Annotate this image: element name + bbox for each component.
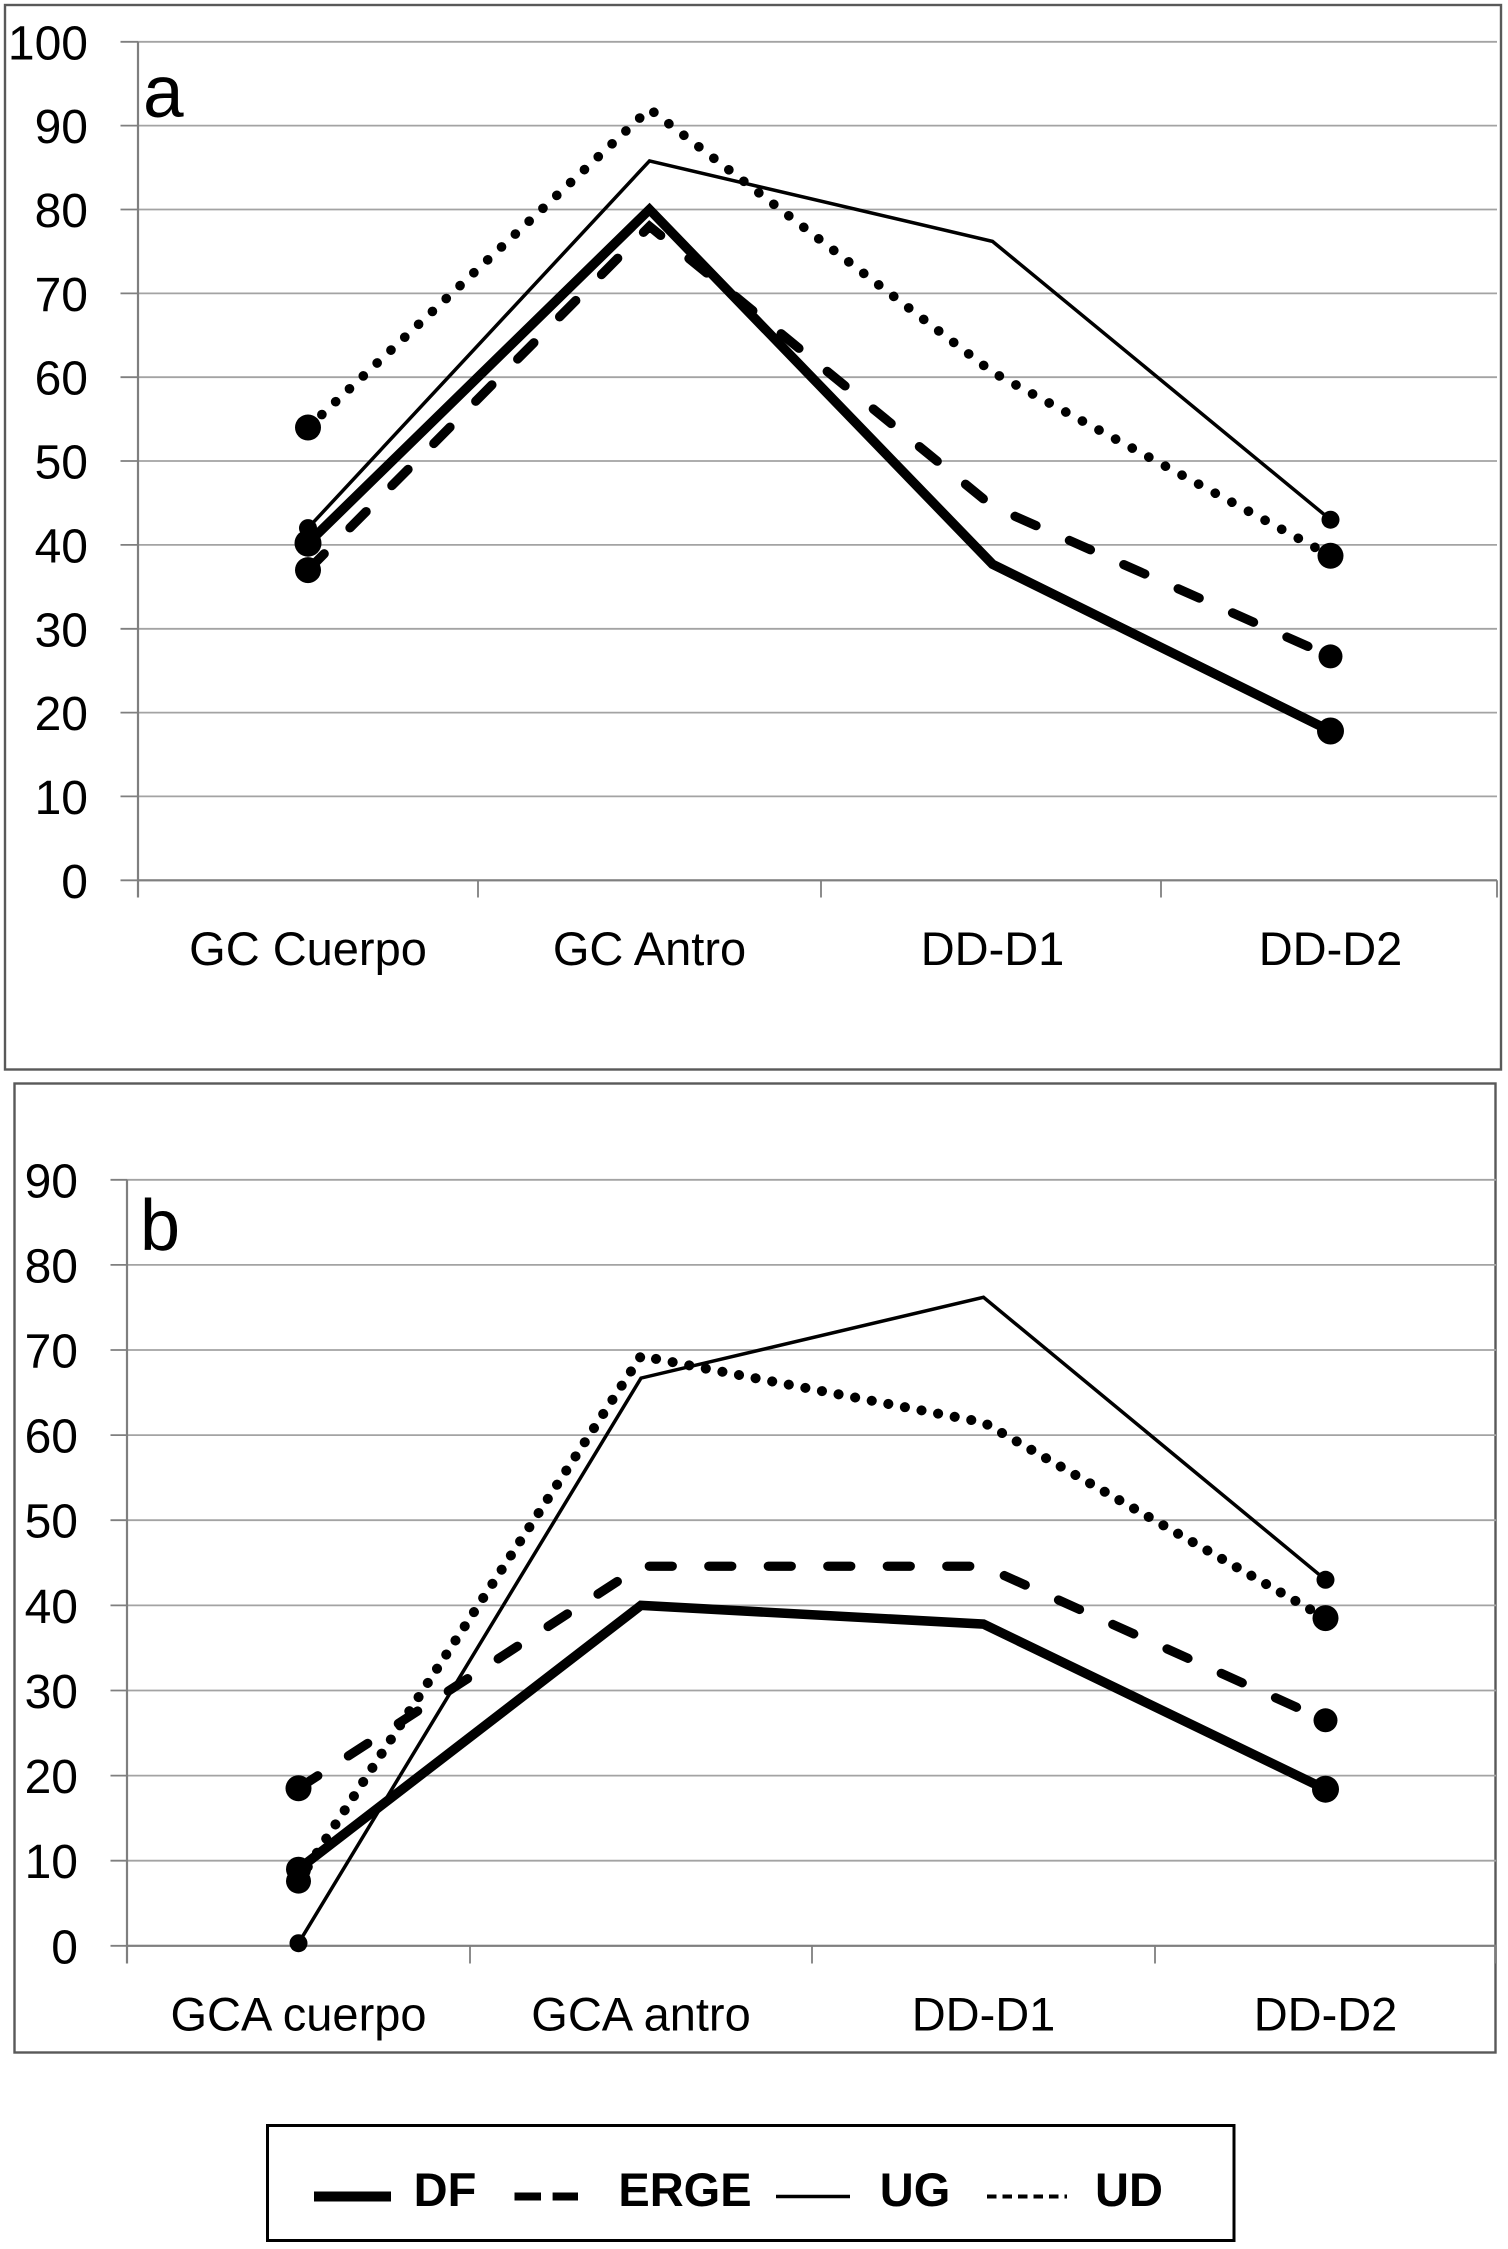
svg-text:UG: UG xyxy=(880,2163,951,2216)
svg-text:DF: DF xyxy=(414,2163,477,2216)
svg-text:UD: UD xyxy=(1095,2163,1163,2216)
svg-text:GCA cuerpo: GCA cuerpo xyxy=(170,1988,426,2041)
svg-text:90: 90 xyxy=(25,1155,78,1208)
svg-text:GC Cuerpo: GC Cuerpo xyxy=(189,922,427,975)
svg-text:30: 30 xyxy=(25,1666,78,1719)
svg-text:GC Antro: GC Antro xyxy=(553,922,746,975)
svg-text:0: 0 xyxy=(51,1921,78,1974)
svg-text:DD-D1: DD-D1 xyxy=(921,922,1065,975)
svg-text:90: 90 xyxy=(35,101,88,154)
svg-text:80: 80 xyxy=(35,185,88,238)
svg-text:ERGE: ERGE xyxy=(618,2163,751,2216)
svg-text:70: 70 xyxy=(35,269,88,322)
svg-text:40: 40 xyxy=(35,520,88,573)
svg-text:50: 50 xyxy=(25,1496,78,1549)
svg-text:DD-D1: DD-D1 xyxy=(912,1988,1056,2041)
svg-text:20: 20 xyxy=(25,1751,78,1804)
svg-text:10: 10 xyxy=(25,1836,78,1889)
svg-text:60: 60 xyxy=(25,1411,78,1464)
svg-text:DD-D2: DD-D2 xyxy=(1254,1988,1398,2041)
svg-text:30: 30 xyxy=(35,604,88,657)
svg-text:70: 70 xyxy=(25,1326,78,1379)
svg-text:a: a xyxy=(143,52,184,133)
svg-text:20: 20 xyxy=(35,688,88,741)
svg-text:GCA antro: GCA antro xyxy=(531,1988,750,2041)
svg-text:40: 40 xyxy=(25,1581,78,1634)
svg-text:60: 60 xyxy=(35,353,88,406)
svg-text:DD-D2: DD-D2 xyxy=(1259,922,1403,975)
svg-text:10: 10 xyxy=(35,772,88,825)
svg-text:b: b xyxy=(140,1186,180,1266)
svg-text:50: 50 xyxy=(35,437,88,490)
svg-text:80: 80 xyxy=(25,1240,78,1293)
svg-text:0: 0 xyxy=(61,856,88,909)
svg-text:100: 100 xyxy=(8,17,88,70)
